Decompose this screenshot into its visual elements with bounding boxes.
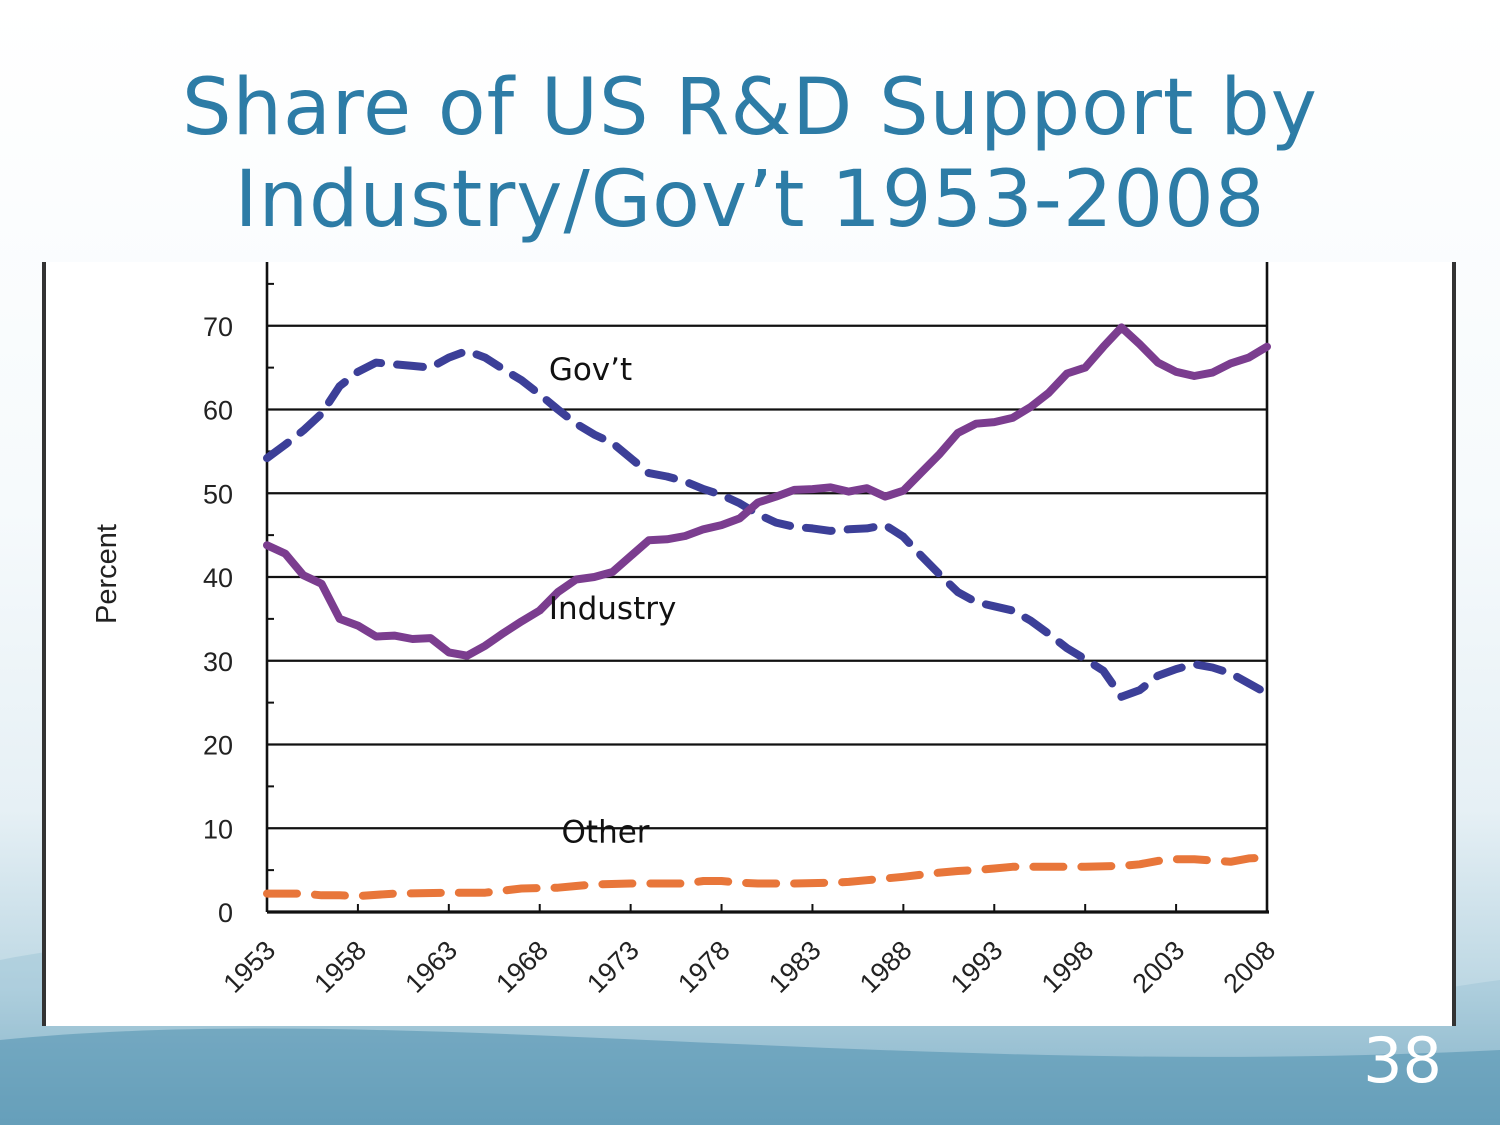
x-tick-label-1983: 1983	[763, 935, 827, 999]
series-line-industry	[263, 323, 1271, 660]
slide-title-line-1: Share of US R&D Support by	[182, 63, 1318, 153]
y-tick-label-50: 50	[203, 479, 233, 509]
y-tick-label-60: 60	[203, 396, 233, 426]
x-tick-label-2008: 2008	[1218, 935, 1282, 999]
chart-panel: 8001020304050607019531958196319681973197…	[42, 262, 1456, 1026]
x-tick-label-1998: 1998	[1036, 935, 1100, 999]
slide-title-line-2: Industry/Gov’t 1953-2008	[234, 155, 1266, 245]
chart-series-labels: Gov’t Industry Other	[549, 352, 677, 850]
x-tick-label-2003: 2003	[1127, 935, 1191, 999]
series-label-other: Other	[562, 814, 650, 850]
series-line-other	[263, 853, 1271, 901]
slide-title: Share of US R&D Support by Industry/Gov’…	[0, 62, 1500, 246]
x-tick-label-1963: 1963	[399, 935, 463, 999]
chart-series	[263, 323, 1271, 901]
y-tick-label-70: 70	[203, 312, 233, 342]
x-tick-label-1968: 1968	[490, 935, 554, 999]
x-tick-label-1993: 1993	[945, 935, 1009, 999]
x-tick-label-1988: 1988	[854, 935, 918, 999]
chart-gridlines	[267, 324, 1267, 830]
series-label-industry: Industry	[549, 591, 677, 627]
y-tick-label-30: 30	[203, 647, 233, 677]
page-number: 38	[1363, 1024, 1442, 1097]
y-axis-label: Percent	[91, 524, 123, 624]
rd-support-line-chart: 8001020304050607019531958196319681973197…	[91, 262, 1282, 999]
x-tick-label-1953: 1953	[218, 935, 282, 999]
x-tick-label-1973: 1973	[581, 935, 645, 999]
x-tick-label-1958: 1958	[308, 935, 372, 999]
y-tick-label-20: 20	[203, 731, 233, 761]
y-tick-label-10: 10	[203, 814, 233, 844]
x-tick-label-1978: 1978	[672, 935, 736, 999]
series-label-govt: Gov’t	[549, 352, 632, 388]
y-tick-label-0: 0	[218, 898, 233, 928]
series-line-govt	[263, 346, 1271, 701]
y-tick-label-40: 40	[203, 563, 233, 593]
